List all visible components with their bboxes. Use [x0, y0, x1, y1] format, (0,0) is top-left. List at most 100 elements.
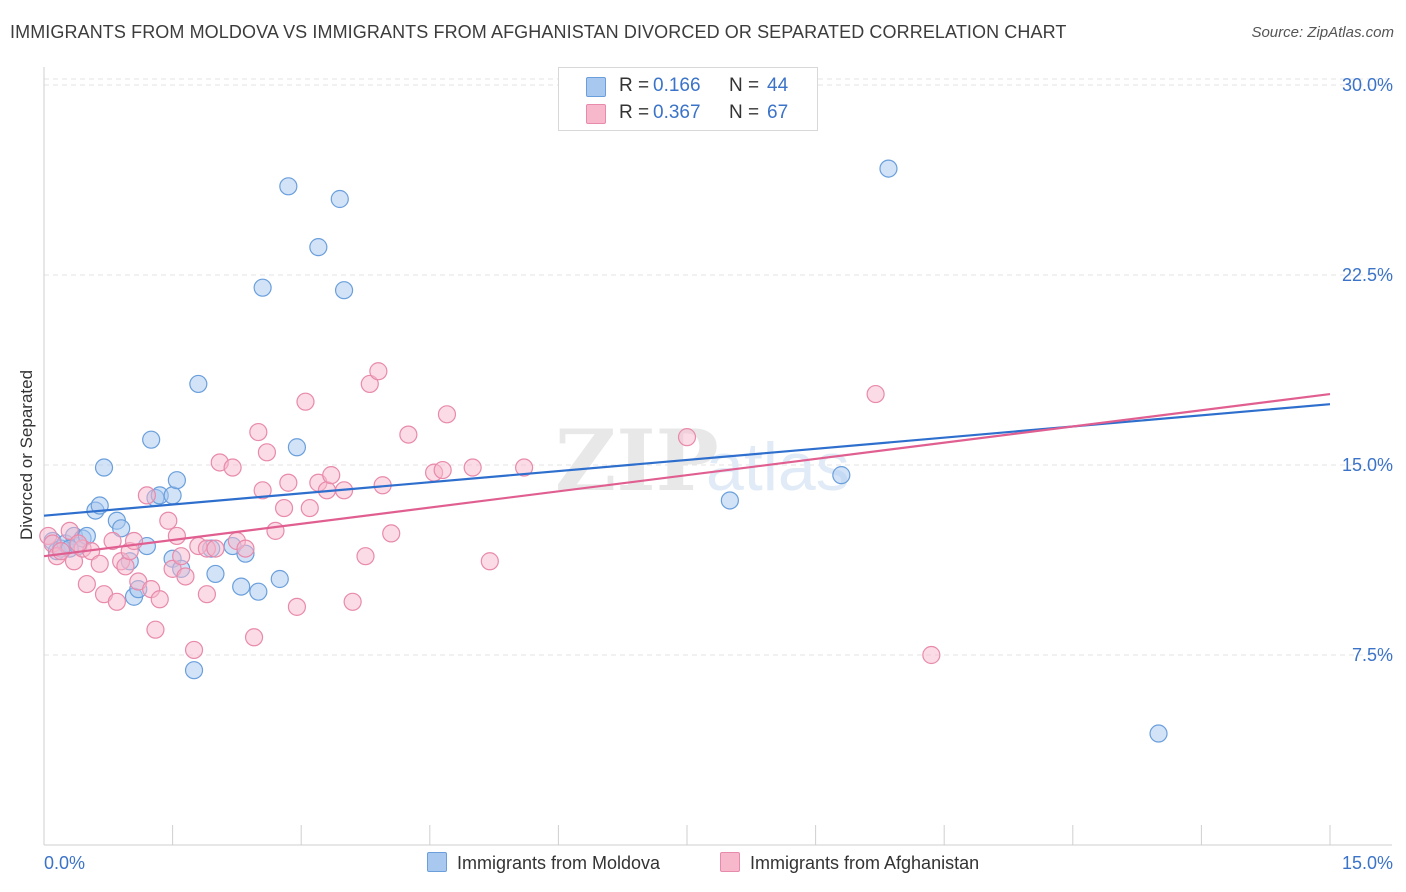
afghanistan-point: [124, 531, 144, 551]
afghanistan-point: [343, 592, 362, 611]
afghanistan-point: [266, 521, 285, 540]
afghanistan-point: [300, 498, 319, 518]
legend-item-moldova: Immigrants from Moldova: [427, 852, 660, 874]
r-label: R =: [619, 102, 650, 123]
r-label: R =: [619, 75, 650, 96]
legend-label-moldova: Immigrants from Moldova: [457, 853, 661, 873]
legend-item-afghanistan: Immigrants from Afghanistan: [720, 852, 979, 874]
afghanistan-point: [206, 539, 225, 558]
moldova-point: [206, 564, 225, 584]
afghanistan-point: [360, 374, 379, 394]
afghanistan-point: [399, 425, 418, 444]
y-tick-label: 30.0%: [1342, 75, 1393, 95]
moldova-point: [232, 577, 251, 596]
afghanistan-point: [107, 592, 126, 611]
afghanistan-point: [150, 590, 169, 609]
moldova-point: [879, 159, 898, 178]
moldova-point: [189, 374, 208, 394]
afghanistan-point: [172, 547, 191, 566]
afghanistan-point: [515, 458, 534, 477]
moldova-point: [330, 189, 349, 209]
moldova-point: [253, 278, 272, 297]
moldova-point: [94, 458, 114, 477]
stats-legend: R = 0.166 N = 44 R = 0.367 N = 67: [558, 67, 818, 131]
afghanistan-point: [257, 443, 277, 462]
moldova-point: [720, 491, 739, 510]
afghanistan-point: [90, 554, 109, 573]
x-tick-label: 15.0%: [1342, 853, 1393, 873]
afghanistan-point: [249, 422, 268, 442]
afghanistan-point: [116, 557, 135, 576]
y-tick-label: 22.5%: [1342, 265, 1393, 285]
afghanistan-point: [274, 498, 294, 518]
afghanistan-point: [677, 428, 697, 447]
afghanistan-point: [197, 585, 216, 604]
afghanistan-point: [369, 362, 388, 381]
moldova-point: [309, 238, 328, 257]
afghanistan-point: [103, 531, 122, 551]
afghanistan-point: [146, 620, 165, 639]
moldova-point: [142, 430, 161, 449]
axes: [43, 67, 1392, 846]
moldova-point: [287, 438, 307, 457]
afghanistan-point: [77, 574, 96, 594]
afghanistan-point: [287, 597, 307, 616]
afghanistan-point: [184, 640, 204, 660]
afghanistan-point: [60, 521, 79, 540]
watermark-zip: ZIP: [555, 411, 719, 510]
y-tick-label: 15.0%: [1342, 455, 1393, 475]
moldova-point: [270, 569, 289, 589]
moldova-point: [184, 661, 204, 680]
legend-label-afghanistan: Immigrants from Afghanistan: [750, 853, 980, 873]
afghanistan-point: [244, 628, 264, 647]
afghanistan-point: [159, 511, 178, 530]
y-tick-label: 7.5%: [1352, 645, 1393, 665]
moldova-legend-swatch: [427, 852, 447, 872]
grid-lines: [44, 78, 1392, 656]
afghanistan-trend-line: [43, 392, 1331, 558]
afghanistan-point: [236, 539, 255, 558]
afghanistan-point: [69, 534, 88, 553]
afghanistan-point: [382, 524, 401, 543]
afghanistan-point: [480, 552, 499, 571]
afghanistan-point: [433, 460, 452, 480]
n-label: N =: [729, 75, 760, 96]
afghanistan-point: [356, 547, 375, 566]
tick-labels: 7.5% 15.0% 22.5% 30.0% 0.0% 15.0%: [44, 75, 1393, 873]
moldova-point: [1149, 724, 1168, 743]
data-points: [39, 159, 1168, 743]
afghanistan-point: [176, 567, 195, 586]
afghanistan-point: [463, 458, 482, 477]
r-value: 0.367: [653, 102, 701, 123]
afghanistan-point: [296, 392, 315, 411]
moldova-point: [279, 177, 298, 196]
x-tick-label: 0.0%: [44, 853, 85, 873]
chart-source: Source: ZipAtlas.com: [1251, 24, 1394, 41]
moldova-point: [112, 519, 131, 538]
n-label: N =: [729, 102, 760, 123]
n-value: 44: [767, 75, 789, 96]
afghanistan-point: [437, 405, 457, 424]
moldova-point: [832, 466, 851, 485]
afghanistan-point: [137, 486, 156, 505]
afghanistan-point: [922, 645, 941, 665]
moldova-point: [334, 281, 354, 300]
moldova-swatch: [586, 77, 606, 97]
moldova-point: [163, 486, 182, 505]
n-value: 67: [767, 102, 789, 123]
trend-lines: [43, 392, 1331, 558]
moldova-point: [249, 582, 268, 601]
afghanistan-point: [866, 384, 885, 404]
afghanistan-point: [253, 481, 272, 500]
moldova-trend-line: [43, 403, 1331, 517]
afghanistan-legend-swatch: [720, 852, 740, 872]
afghanistan-point: [279, 473, 298, 492]
chart-title: IMMIGRANTS FROM MOLDOVA VS IMMIGRANTS FR…: [10, 22, 1067, 42]
afghanistan-point: [167, 526, 186, 546]
afghanistan-point: [223, 458, 242, 477]
afghanistan-point: [322, 466, 341, 485]
afghanistan-swatch: [586, 104, 606, 124]
moldova-point: [167, 471, 186, 490]
r-value: 0.166: [653, 75, 701, 96]
